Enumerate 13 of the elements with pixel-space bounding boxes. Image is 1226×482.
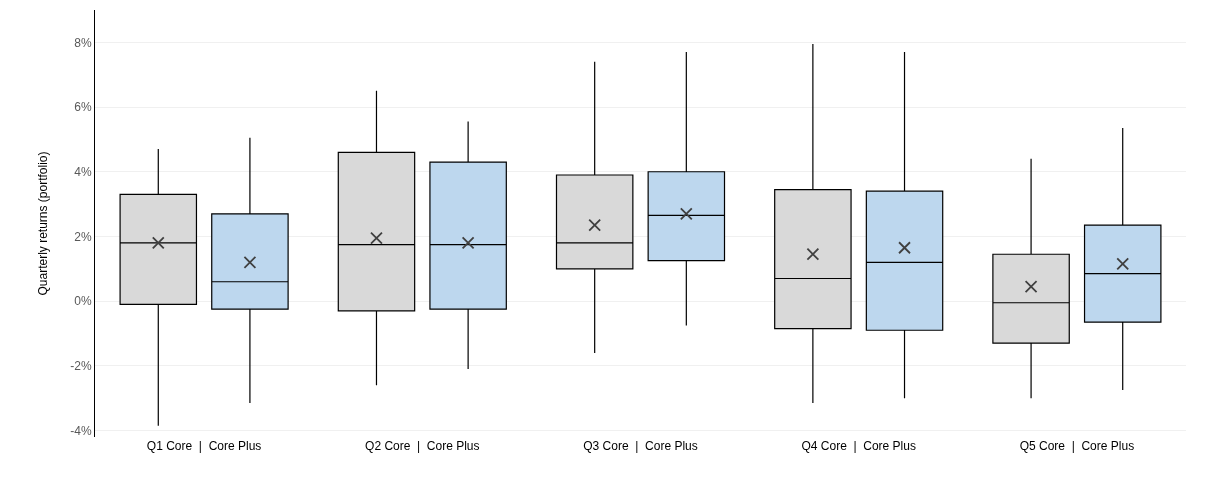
x-tick-label: Q1 Core | Core Plus: [146, 439, 262, 453]
y-tick-label: 8%: [74, 35, 92, 50]
y-tick-label: 4%: [74, 164, 92, 179]
x-tick-label: Q3 Core | Core Plus: [583, 439, 698, 453]
y-tick-label: 6%: [74, 100, 92, 115]
x-tick-label: Q4 Core | Core Plus: [801, 439, 916, 453]
y-tick-label: -4%: [70, 423, 92, 438]
y-tick-label: 2%: [74, 229, 92, 244]
x-tick-label: Q2 Core | Core Plus: [365, 439, 480, 453]
y-tick-label: -2%: [70, 359, 92, 374]
x-tick-label: Q5 Core | Core Plus: [1019, 439, 1135, 453]
y-tick-label: 0%: [74, 294, 92, 309]
y-axis-title: Quarterly returns (portfolio): [35, 151, 50, 296]
